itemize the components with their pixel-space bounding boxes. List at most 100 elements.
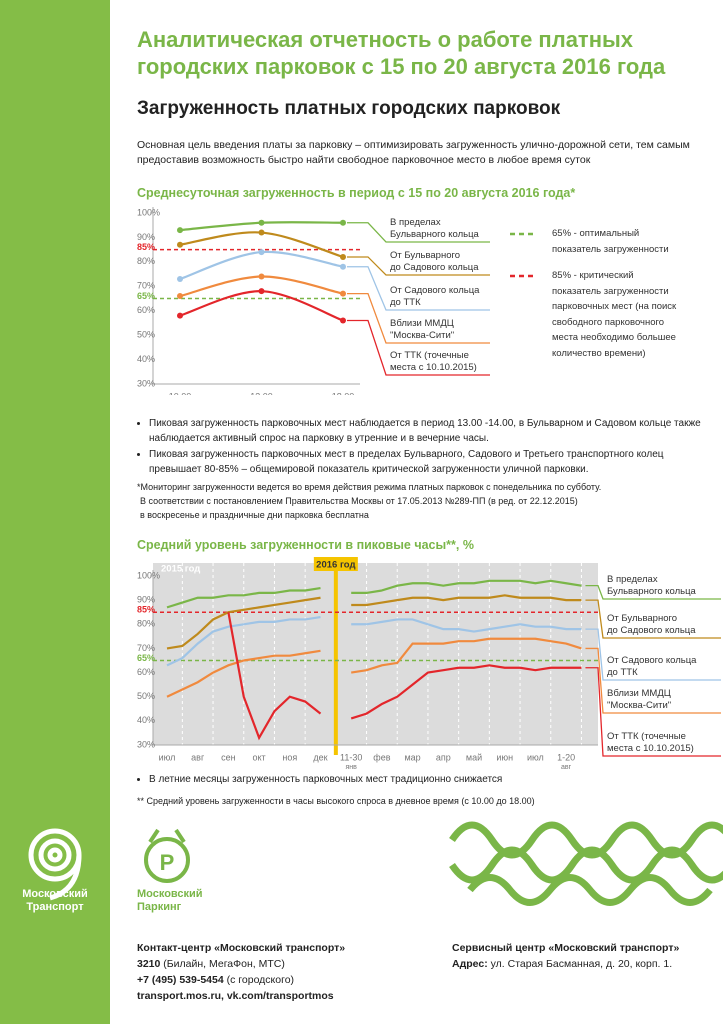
point: [177, 293, 183, 300]
series-line: [227, 612, 582, 741]
x-tick-label: сен: [221, 752, 236, 762]
legend-label: От ТТК (точечные места с 10.10.2015): [390, 350, 477, 373]
x-tick-label: 18.00: [332, 391, 355, 395]
legend-label: От Садового кольца до ТТК: [607, 655, 697, 678]
phone-note: (Билайн, МегаФон, МТС): [163, 958, 285, 970]
transport-logo-text: Московский Транспорт: [22, 888, 88, 913]
y-tick-label: 80%: [137, 256, 155, 266]
y-tick-label: 40%: [137, 354, 155, 364]
report-subtitle: Загруженность платных городских парковок: [137, 98, 561, 119]
point: [177, 312, 183, 319]
notes: *Мониторинг загруженности ведется во вре…: [137, 480, 697, 522]
series-line: [166, 637, 582, 698]
legend-label: От ТТК (точечные места с 10.10.2015): [607, 731, 694, 754]
y-tick-label: 100%: [137, 207, 160, 217]
point: [177, 275, 183, 282]
period-label: 2015 год: [161, 564, 200, 575]
x-tick-label: июн: [496, 752, 513, 762]
chart-svg: 30% 40% 50% 60% 70% 80% 90% 100% 65% 85% 10.00 13.0…: [137, 207, 536, 395]
plot-background: [153, 563, 598, 745]
x-tick-label: авг: [191, 752, 205, 762]
chart-svg: 2015 год 2016 год 30% 40% 50% 60% 70% 80% 90% 100…: [137, 557, 721, 771]
y-tick-label: 90%: [137, 232, 155, 242]
legend-label: Вблизи ММДЦ "Москва-Сити": [607, 688, 672, 711]
bullet: В летние месяцы загруженность парковочны…: [149, 772, 709, 787]
point: [258, 219, 265, 226]
service-title: Сервисный центр «Московский транспорт»: [452, 942, 680, 954]
x-tick-label: май: [466, 752, 482, 762]
point: [258, 249, 265, 256]
legend-connector: [347, 256, 490, 276]
notes: ** Средний уровень загруженности в часы …: [137, 794, 697, 808]
legend-connector: [585, 599, 721, 639]
decor: [28, 821, 723, 906]
chart-title: Средний уровень загруженности в пиковые …: [137, 538, 474, 552]
reference-label: 65%: [137, 653, 155, 663]
contact-title: Контакт-центр «Московский транспорт»: [137, 942, 346, 954]
y-tick-label: 70%: [137, 281, 155, 291]
x-tick-label: окт: [253, 752, 266, 762]
series-line: [166, 579, 582, 609]
reference-description: 65% - оптимальный показатель загруженнос…: [552, 228, 669, 255]
address: ул. Старая Басманная, д. 20, корп. 1.: [490, 958, 673, 970]
phone: +7 (495) 539-5454: [137, 974, 224, 986]
y-tick-label: 90%: [137, 595, 155, 605]
y-tick-label: 60%: [137, 667, 155, 677]
note: в воскресенье и праздничные дни парковка…: [140, 510, 369, 520]
point: [258, 288, 265, 295]
sidebar: [0, 0, 110, 1024]
point: [340, 290, 346, 297]
point: [258, 229, 265, 236]
x-tick-label: дек: [313, 752, 327, 762]
report-title: Аналитическая отчетность о работе платны…: [137, 27, 666, 79]
x-tick-label: мар: [404, 752, 420, 762]
bullet: Пиковая загруженность парковочных мест в…: [149, 447, 709, 477]
y-tick-label: 80%: [137, 619, 155, 629]
note: *Мониторинг загруженности ведется во вре…: [137, 482, 602, 492]
legend-label: От Садового кольца до ТТК: [390, 285, 480, 308]
point: [340, 263, 346, 270]
legend-connector: [585, 647, 721, 714]
x-tick-label: 11-30: [340, 752, 362, 762]
x-tick-sublabel: авг: [561, 764, 572, 771]
x-tick-label: 10.00: [169, 391, 192, 395]
y-tick-label: 60%: [137, 305, 155, 315]
y-tick-label: 100%: [137, 570, 160, 580]
legend-label: В пределах Бульварного кольца: [607, 574, 696, 597]
chart: 2015 год 2016 год 30% 40% 50% 60% 70% 80% 90% 100…: [130, 555, 723, 775]
x-tick-label: июл: [159, 752, 176, 762]
x-tick-label: апр: [436, 752, 451, 762]
point: [340, 253, 346, 260]
legend-connector: [347, 222, 490, 243]
parking-logo-text: Московский Паркинг: [137, 888, 203, 913]
reference-label: 65%: [137, 291, 155, 301]
parking-logo: [144, 828, 190, 883]
y-tick-label: 40%: [137, 715, 155, 725]
series-line: [179, 290, 344, 322]
x-tick-sublabel: янв: [346, 764, 358, 771]
legend-connector: [585, 667, 721, 757]
legend-label: От Бульварного до Садового кольца: [390, 250, 479, 273]
bullet-list: В летние месяцы загруженность парковочны…: [137, 772, 709, 788]
legend-connector: [347, 319, 490, 376]
reference-description: 85% - критический показатель загруженнос…: [552, 270, 677, 359]
legend-connector: [347, 292, 490, 344]
bullet: Пиковая загруженность парковочных мест н…: [149, 416, 709, 446]
contact: Контакт-центр «Московский транспорт» 321…: [137, 940, 345, 1004]
point: [340, 219, 346, 226]
legend-label: В пределах Бульварного кольца: [390, 217, 479, 240]
reference-label: 85%: [137, 605, 155, 615]
y-tick-label: 50%: [137, 330, 155, 340]
phone: 3210: [137, 958, 161, 970]
legend-connector: [585, 628, 721, 681]
period-label: 2016 год: [316, 560, 355, 571]
note: ** Средний уровень загруженности в часы …: [137, 796, 535, 806]
intro-text: Основная цель введения платы за парковку…: [137, 139, 690, 166]
legend-label: Вблизи ММДЦ "Москва-Сити": [390, 318, 455, 341]
series-line: [166, 594, 582, 650]
point: [177, 227, 183, 234]
phone-note: (с городского): [226, 974, 295, 986]
point: [177, 241, 183, 248]
x-tick-label: фев: [373, 752, 390, 762]
